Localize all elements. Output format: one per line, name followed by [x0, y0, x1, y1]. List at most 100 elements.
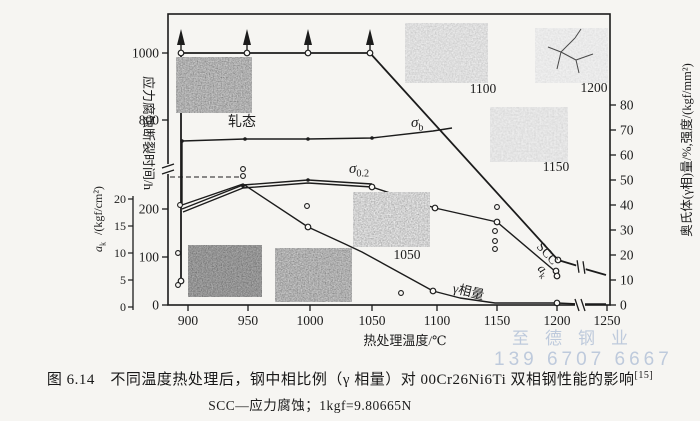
micrograph-label-1200: 1200: [581, 80, 608, 95]
x-axis-tick-label: 1200: [544, 313, 571, 328]
figure-caption-line2: SCC—应力腐蚀；1kgf=9.80665N: [208, 398, 412, 413]
sigma-b-dot-marker: [243, 137, 247, 141]
watermark-company: 至德钢业: [512, 329, 644, 348]
x-axis-tick-label: 950: [238, 313, 259, 328]
ak-axis-tick-label: 5: [120, 273, 126, 287]
data-point: [492, 246, 498, 252]
micrograph-image-1050: [353, 192, 430, 247]
x-axis-tick-label: 900: [178, 313, 199, 328]
micrograph-image-unlabeled-2: [275, 248, 352, 302]
data-point: [398, 290, 404, 296]
data-point: [492, 238, 498, 244]
scc-marker: [366, 49, 374, 57]
ak-axis-title-unit: /(kgf/cm²): [91, 186, 105, 247]
plot-frame: [167, 13, 611, 306]
scc-marker: [304, 49, 312, 57]
left-axis-tick-label: 800: [139, 113, 160, 128]
micrograph-grain-line: [547, 46, 562, 53]
x-axis-title: 热处理温度/℃: [363, 333, 446, 348]
scc-marker: [243, 49, 251, 57]
a-k-marker: [431, 204, 439, 212]
left-axis-tick-label: 1000: [132, 46, 159, 61]
scc-marker: [554, 256, 562, 264]
a-k-marker: [553, 272, 561, 280]
data-point: [177, 202, 183, 208]
x-axis-tick-label: 1000: [297, 313, 324, 328]
sigma-b-label: σb: [411, 115, 424, 134]
right-axis-tick-label: 20: [620, 248, 634, 263]
x-axis-tick-label: 1150: [484, 313, 511, 328]
sigma-02-dot-marker: [306, 178, 310, 182]
gamma-phase-marker: [429, 287, 437, 295]
sigma-02-label: σ0.2: [349, 161, 369, 180]
right-axis-tick-label: 0: [620, 298, 627, 313]
citation-ref: [15]: [634, 370, 654, 381]
x-axis-tick-label: 1050: [359, 313, 386, 328]
micrograph-image-1100: [405, 23, 488, 83]
sigma-02-curve: [181, 179, 373, 210]
runout-arrow-up-icon: [243, 29, 251, 45]
rolled-label: 轧态: [228, 114, 256, 130]
micrograph-image-unlabeled-0: [176, 57, 252, 113]
data-point: [240, 166, 246, 172]
micrograph-grain-line: [574, 28, 582, 39]
left-axis-tick-label: 0: [152, 298, 159, 313]
scc-curve-after-break: [584, 268, 607, 276]
data-point: [492, 228, 498, 234]
left-axis-tick-label: 200: [139, 202, 160, 217]
ak-axis-title: ak: [91, 241, 108, 252]
sigma-02-dot-marker: [241, 184, 245, 188]
a-k-marker: [368, 183, 376, 191]
sigma-b-dot-marker: [180, 139, 184, 143]
data-point: [494, 204, 500, 210]
sigma-b-dot-marker: [370, 136, 374, 140]
micrograph-grain-line: [575, 59, 580, 74]
x-axis-tick-label: 1100: [424, 313, 451, 328]
axis-break-mark: [574, 298, 586, 312]
ak-axis-tick-label: 15: [114, 219, 126, 233]
gamma-phase-marker: [553, 299, 561, 307]
micrograph-label-1050: 1050: [394, 247, 421, 262]
left-axis-title: 应力腐蚀断裂时间/h: [141, 76, 156, 191]
data-point: [175, 250, 181, 256]
left-axis-tick-label: 100: [139, 250, 160, 265]
data-point: [240, 173, 246, 179]
figure-caption-line1: 图 6.14 不同温度热处理后，钢中相比例（γ 相量）对 00Cr26Ni6Ti…: [0, 368, 700, 389]
data-point: [175, 282, 181, 288]
gamma-phase-marker: [304, 223, 312, 231]
micrograph-image-1150: [490, 107, 568, 162]
axis-break-mark: [161, 163, 175, 175]
right-axis-tick-label: 70: [620, 123, 634, 138]
right-axis-tick-label: 50: [620, 173, 634, 188]
sigma-b-dot-marker: [306, 137, 310, 141]
ak-axis-tick-label: 0: [120, 300, 126, 314]
runout-arrow-up-icon: [177, 29, 185, 45]
micrograph-grain-line: [575, 53, 594, 61]
right-axis-title: 奥氏体(γ相)量/%,强度/(kgf/mm²): [679, 63, 694, 237]
right-axis-tick-label: 30: [620, 223, 634, 238]
scc-marker: [177, 49, 185, 57]
micrograph-image-1200: [535, 28, 608, 83]
runout-arrow-up-icon: [366, 29, 374, 45]
watermark-phone: 139 6707 6667: [494, 349, 673, 370]
micrograph-grain-line: [556, 51, 562, 70]
gamma-phase-curve: [181, 183, 579, 305]
micrograph-image-unlabeled-1: [188, 245, 262, 297]
runout-arrow-up-icon: [304, 29, 312, 45]
right-axis-tick-label: 40: [620, 198, 634, 213]
right-axis-tick-label: 60: [620, 148, 634, 163]
x-axis-tick-label: 1250: [594, 313, 621, 328]
axis-break-mark: [575, 260, 587, 274]
right-axis-tick-label: 10: [620, 273, 634, 288]
caption-text: 图 6.14 不同温度热处理后，钢中相比例（γ 相量）对 00Cr26Ni6Ti…: [46, 372, 635, 388]
micrograph-grain-line: [560, 51, 577, 61]
micrograph-label-1100: 1100: [470, 81, 497, 96]
scc-marker: [177, 277, 185, 285]
micrograph-grain-line: [560, 37, 576, 53]
micrograph-label-1150: 1150: [543, 159, 570, 174]
ak-axis-tick-label: 20: [114, 192, 126, 206]
ak-axis-tick-label: 10: [114, 246, 126, 260]
right-axis-tick-label: 80: [620, 98, 634, 113]
